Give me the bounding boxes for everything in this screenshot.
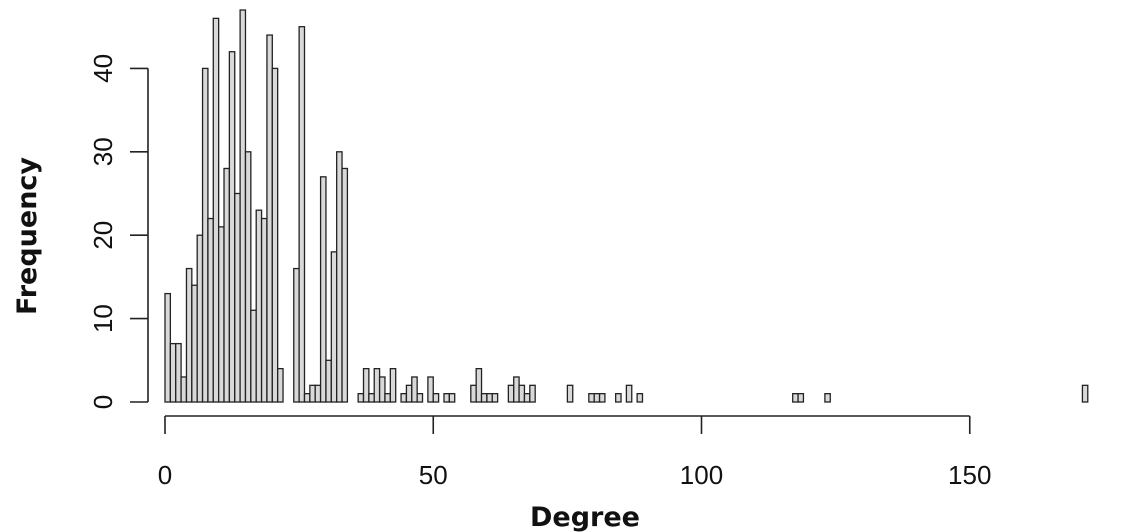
histogram-bar	[244, 151, 252, 403]
histogram-bar	[303, 393, 311, 403]
histogram-bar	[164, 292, 172, 403]
histogram-bar	[491, 393, 499, 403]
y-tick-label: 20	[88, 221, 118, 250]
histogram-bar	[330, 251, 338, 403]
histogram-bar	[212, 17, 220, 403]
histogram-bar	[523, 393, 531, 403]
histogram-bar	[266, 34, 273, 403]
histogram-bar	[416, 393, 424, 403]
histogram-bar	[400, 393, 408, 403]
x-tick-label: 150	[948, 460, 991, 490]
histogram-bars	[164, 9, 1089, 403]
histogram-bar	[368, 393, 375, 403]
histogram-bar	[593, 393, 601, 403]
histogram-bar	[180, 376, 188, 403]
x-tick-label: 50	[419, 460, 448, 490]
histogram-bar	[625, 384, 633, 403]
histogram-bar	[824, 393, 831, 403]
y-tick-label: 10	[88, 304, 118, 333]
histogram-bar	[448, 393, 456, 403]
x-axis-title: Degree	[530, 502, 640, 532]
histogram-bar	[362, 367, 370, 403]
y-axis: 0 10 20 30 40	[88, 54, 149, 409]
x-axis: 0 50 100 150	[158, 415, 991, 490]
histogram-bar	[239, 9, 247, 403]
histogram-bar	[309, 384, 316, 403]
histogram-bar	[615, 393, 622, 403]
histogram-bar	[507, 384, 515, 403]
histogram-bar	[792, 393, 799, 403]
histogram-bar	[470, 384, 477, 403]
histogram-bar	[797, 393, 805, 403]
x-tick-label: 100	[680, 460, 723, 490]
y-tick-label: 30	[88, 137, 118, 166]
y-tick-label: 0	[88, 395, 118, 409]
histogram-bar	[529, 384, 536, 403]
histogram-bar	[513, 376, 520, 403]
histogram-bar	[196, 234, 204, 403]
histogram-bar	[185, 267, 193, 403]
histogram-bar	[319, 176, 327, 403]
histogram-bar	[234, 192, 241, 403]
histogram-bar	[373, 367, 381, 403]
y-tick-label: 40	[88, 54, 118, 83]
histogram-bar	[255, 209, 263, 403]
histogram-bar	[443, 393, 450, 403]
histogram-bar	[475, 367, 483, 403]
histogram-bar	[427, 376, 434, 403]
histogram-bar	[1081, 384, 1089, 403]
histogram-bar	[389, 367, 397, 403]
histogram-bar	[588, 393, 595, 403]
histogram-bar	[271, 67, 279, 403]
histogram-bar	[169, 342, 177, 403]
histogram-bar	[636, 393, 644, 403]
histogram-bar	[260, 217, 268, 403]
histogram-bar	[378, 376, 386, 403]
histogram-bar	[325, 359, 332, 403]
histogram-bar	[405, 384, 413, 403]
histogram-bar	[336, 151, 343, 403]
histogram-bar	[191, 284, 198, 403]
histogram-bar	[486, 393, 493, 403]
histogram-bar	[518, 384, 526, 403]
histogram-bar	[217, 226, 225, 403]
histogram-bar	[411, 376, 418, 403]
histogram-bar	[357, 393, 365, 403]
y-axis-title: Frequency	[12, 157, 43, 315]
histogram-bar	[384, 393, 391, 403]
histogram-bar	[314, 384, 322, 403]
histogram-bar	[566, 384, 574, 403]
histogram-bar	[250, 309, 257, 403]
histogram-bar	[293, 267, 300, 403]
histogram-bar	[298, 26, 306, 403]
histogram-bar	[207, 217, 214, 403]
histogram-bar	[598, 393, 606, 403]
histogram-bar	[432, 393, 440, 403]
histogram-bar	[201, 67, 209, 403]
histogram-bar	[175, 342, 182, 403]
histogram-bar	[277, 367, 284, 403]
x-tick-label: 0	[158, 460, 172, 490]
histogram-bar	[223, 167, 231, 403]
histogram-bar	[341, 167, 349, 403]
histogram-bar	[480, 393, 488, 403]
histogram-bar	[228, 51, 236, 403]
